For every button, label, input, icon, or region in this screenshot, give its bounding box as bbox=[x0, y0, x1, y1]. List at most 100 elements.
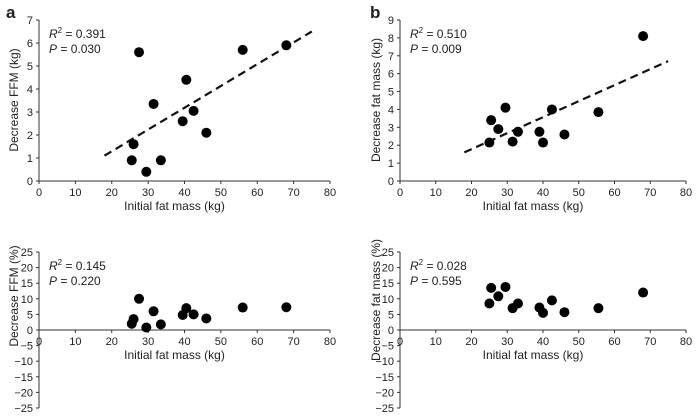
data-point bbox=[512, 126, 523, 137]
y-tick-label: 5 bbox=[27, 309, 33, 321]
x-tick-label: 80 bbox=[680, 187, 692, 199]
x-axis-label: Initial fat mass (kg) bbox=[124, 199, 225, 213]
y-tick-label: 5 bbox=[27, 61, 33, 73]
data-point bbox=[538, 307, 548, 318]
y-tick-label: 6 bbox=[388, 69, 394, 81]
x-tick-label: 40 bbox=[537, 336, 549, 348]
y-tick-label: −5 bbox=[20, 341, 33, 353]
y-tick-label: 7 bbox=[27, 15, 33, 27]
y-tick-label: 3 bbox=[27, 107, 33, 119]
data-point bbox=[201, 313, 212, 324]
y-tick-label: 1 bbox=[27, 153, 33, 165]
r-squared-label: R2 = 0.391 bbox=[49, 26, 106, 41]
y-tick-label: 6 bbox=[27, 38, 33, 50]
x-axis-label: Initial fat mass (kg) bbox=[483, 348, 584, 362]
data-point bbox=[181, 303, 192, 314]
y-tick-label: −25 bbox=[14, 403, 33, 415]
y-tick-label: −20 bbox=[14, 387, 33, 399]
y-axis-label: Decrease fat mass (%) bbox=[369, 239, 383, 361]
data-point bbox=[484, 298, 495, 309]
p-value-label: P = 0.595 bbox=[410, 274, 462, 288]
r-squared-label: R2 = 0.145 bbox=[49, 258, 106, 273]
y-tick-label: 20 bbox=[21, 263, 33, 275]
data-point bbox=[148, 98, 159, 109]
x-tick-label: 20 bbox=[465, 336, 477, 348]
y-tick-label: 0 bbox=[27, 176, 33, 188]
data-point bbox=[281, 40, 292, 51]
x-tick-label: 50 bbox=[573, 187, 585, 199]
data-point bbox=[181, 74, 192, 85]
data-point bbox=[507, 136, 518, 147]
x-tick-label: 30 bbox=[501, 187, 513, 199]
y-axis-label: Decrease FFM (kg) bbox=[7, 48, 21, 151]
x-axis-label: Initial fat mass (kg) bbox=[124, 348, 225, 362]
x-tick-label: 20 bbox=[465, 187, 477, 199]
data-point bbox=[559, 307, 570, 318]
x-tick-label: 60 bbox=[251, 187, 263, 199]
data-point bbox=[559, 129, 570, 140]
y-tick-label: 4 bbox=[27, 84, 33, 96]
data-point bbox=[486, 282, 497, 293]
p-value-label: P = 0.220 bbox=[49, 274, 101, 288]
y-tick-label: 5 bbox=[388, 309, 394, 321]
data-point bbox=[638, 31, 649, 42]
x-tick-label: 70 bbox=[288, 187, 300, 199]
data-point bbox=[593, 303, 604, 314]
data-point bbox=[281, 302, 292, 313]
x-tick-label: 10 bbox=[69, 187, 81, 199]
x-tick-label: 30 bbox=[142, 187, 154, 199]
y-tick-label: 15 bbox=[21, 278, 33, 290]
x-tick-label: 10 bbox=[430, 336, 442, 348]
data-point bbox=[128, 139, 139, 150]
y-tick-label: −10 bbox=[375, 356, 394, 368]
x-tick-label: 70 bbox=[644, 336, 656, 348]
y-tick-label: −20 bbox=[375, 387, 394, 399]
y-tick-label: 25 bbox=[382, 247, 394, 259]
data-point bbox=[148, 306, 159, 317]
y-tick-label: −15 bbox=[14, 372, 33, 384]
y-axis-label: Decrease FFM (%) bbox=[7, 245, 21, 346]
data-point bbox=[534, 126, 545, 137]
y-tick-label: 0 bbox=[27, 325, 33, 337]
data-point bbox=[188, 105, 199, 116]
data-point bbox=[500, 281, 511, 292]
data-point bbox=[141, 166, 152, 177]
chart-b-top: 0 1 2 3 4 5 6 7 8 9 0 10 20 30 40 50 60 70 80 Initial fat m… bbox=[369, 15, 692, 213]
x-tick-label: 0 bbox=[397, 336, 403, 348]
data-point bbox=[201, 127, 212, 138]
x-tick-label: 50 bbox=[573, 336, 585, 348]
x-tick-label: 60 bbox=[251, 336, 263, 348]
x-axis-label: Initial fat mass (kg) bbox=[483, 199, 584, 213]
x-tick-label: 60 bbox=[608, 187, 620, 199]
x-tick-label: 80 bbox=[680, 336, 692, 348]
x-tick-label: 50 bbox=[215, 187, 227, 199]
data-point bbox=[493, 291, 504, 302]
data-point bbox=[155, 155, 166, 166]
x-tick-label: 30 bbox=[142, 336, 154, 348]
x-tick-label: 60 bbox=[608, 336, 620, 348]
y-tick-label: 2 bbox=[388, 140, 394, 152]
data-point bbox=[188, 309, 199, 320]
x-tick-label: 80 bbox=[324, 336, 336, 348]
r-squared-label: R2 = 0.028 bbox=[410, 258, 467, 273]
y-tick-label: 1 bbox=[388, 158, 394, 170]
y-tick-label: 5 bbox=[388, 87, 394, 99]
x-tick-label: 40 bbox=[178, 336, 190, 348]
x-tick-label: 40 bbox=[178, 187, 190, 199]
p-value-label: P = 0.009 bbox=[410, 42, 462, 56]
y-tick-label: 25 bbox=[21, 247, 33, 259]
x-tick-label: 20 bbox=[106, 187, 118, 199]
data-point bbox=[546, 104, 557, 115]
trend-line bbox=[103, 30, 313, 157]
data-point bbox=[237, 44, 248, 55]
x-tick-label: 50 bbox=[215, 336, 227, 348]
y-tick-label: 7 bbox=[388, 51, 394, 63]
data-point bbox=[141, 322, 152, 333]
data-point bbox=[128, 314, 139, 325]
x-tick-label: 70 bbox=[288, 336, 300, 348]
x-tick-label: 0 bbox=[36, 336, 42, 348]
data-point bbox=[493, 124, 504, 135]
